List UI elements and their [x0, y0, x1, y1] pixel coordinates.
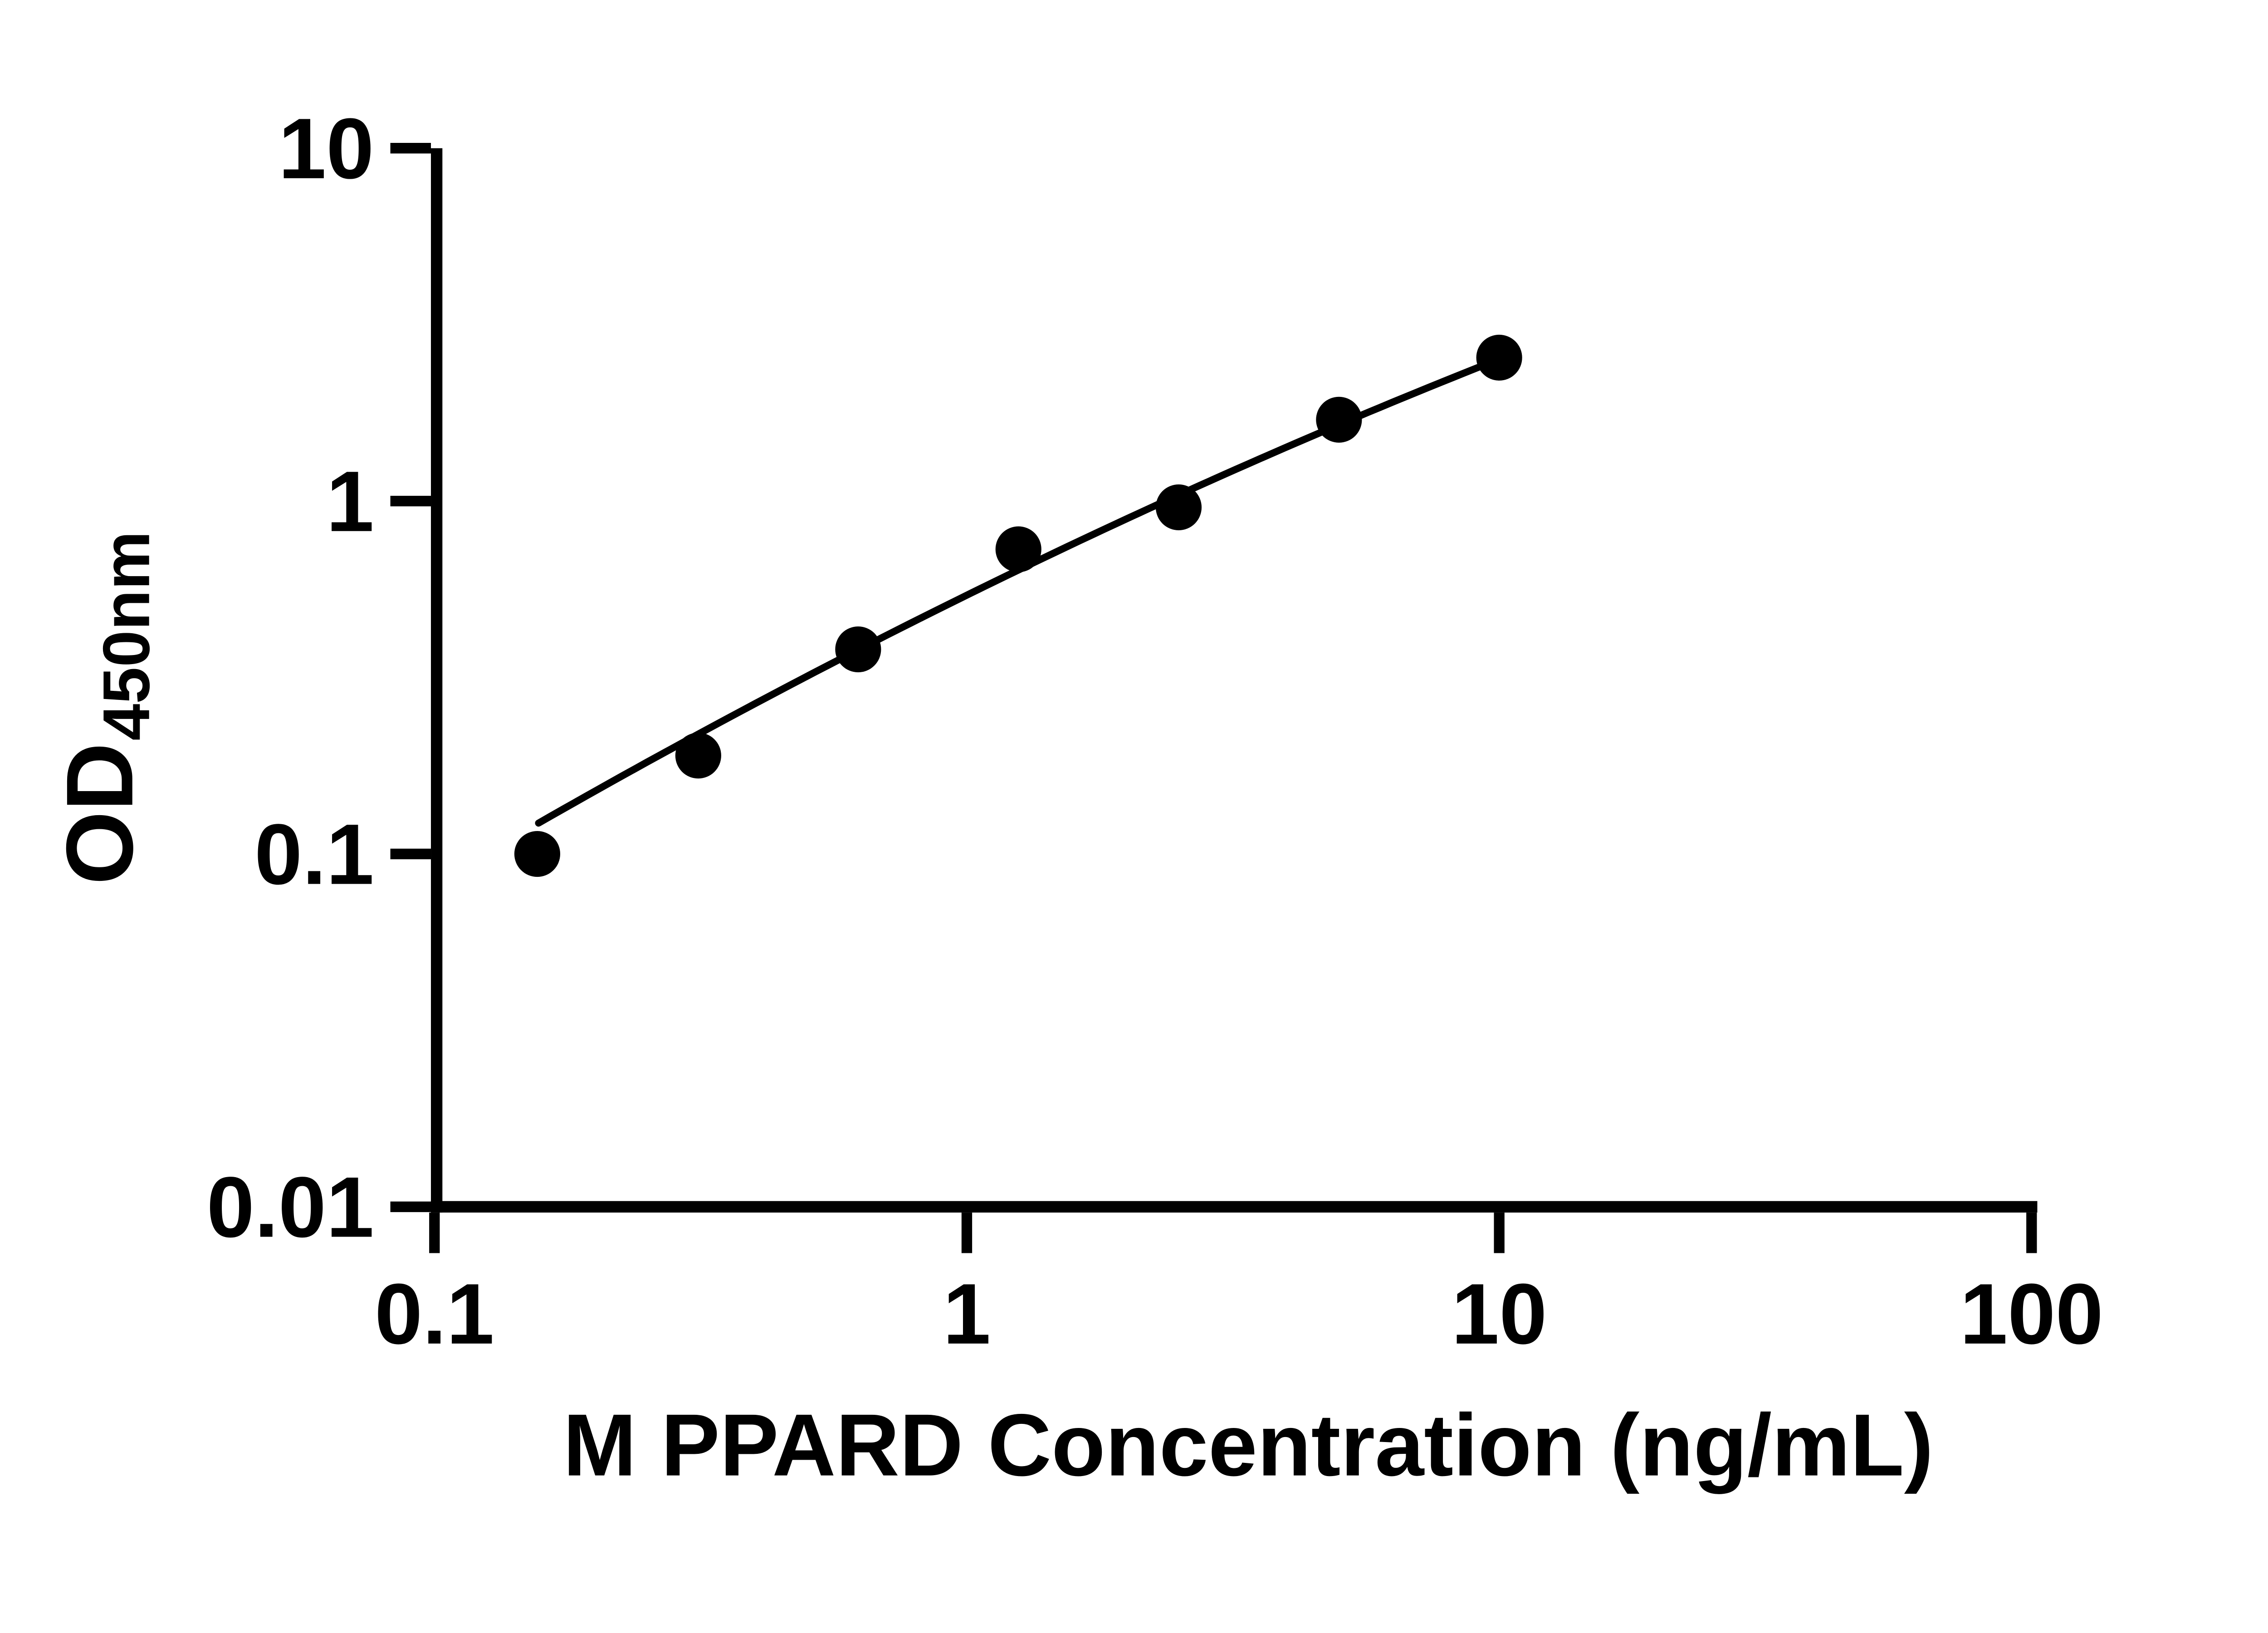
x-tick-label: 10: [1452, 1266, 1547, 1362]
x-tick-label: 0.1: [375, 1266, 494, 1362]
data-point: [514, 831, 561, 877]
x-tick-label: 1: [943, 1266, 991, 1362]
data-point: [1316, 396, 1362, 443]
y-axis-title-sub: 450nm: [89, 531, 163, 741]
x-tick-label: 100: [1960, 1266, 2103, 1362]
data-point: [675, 733, 721, 779]
y-axis-title: OD 450nm: [47, 531, 163, 885]
data-point: [1155, 484, 1202, 530]
y-tick-label: 0.1: [254, 807, 374, 903]
y-axis-title-main: OD: [47, 743, 153, 885]
data-point: [835, 626, 881, 673]
y-tick-label: 0.01: [207, 1159, 374, 1256]
data-point: [1476, 334, 1522, 381]
y-tick-label: 1: [326, 454, 374, 550]
data-point: [995, 526, 1041, 572]
x-axis-title: M PPARD Concentration (ng/mL): [563, 1396, 1933, 1495]
y-tick-label: 10: [279, 101, 374, 197]
points-layer: [514, 334, 1522, 877]
elisa-standard-curve-figure: 0.01 0.1 1 10 0.1 1 10 100 M PPARD Concentratio…: [47, 100, 2103, 1495]
